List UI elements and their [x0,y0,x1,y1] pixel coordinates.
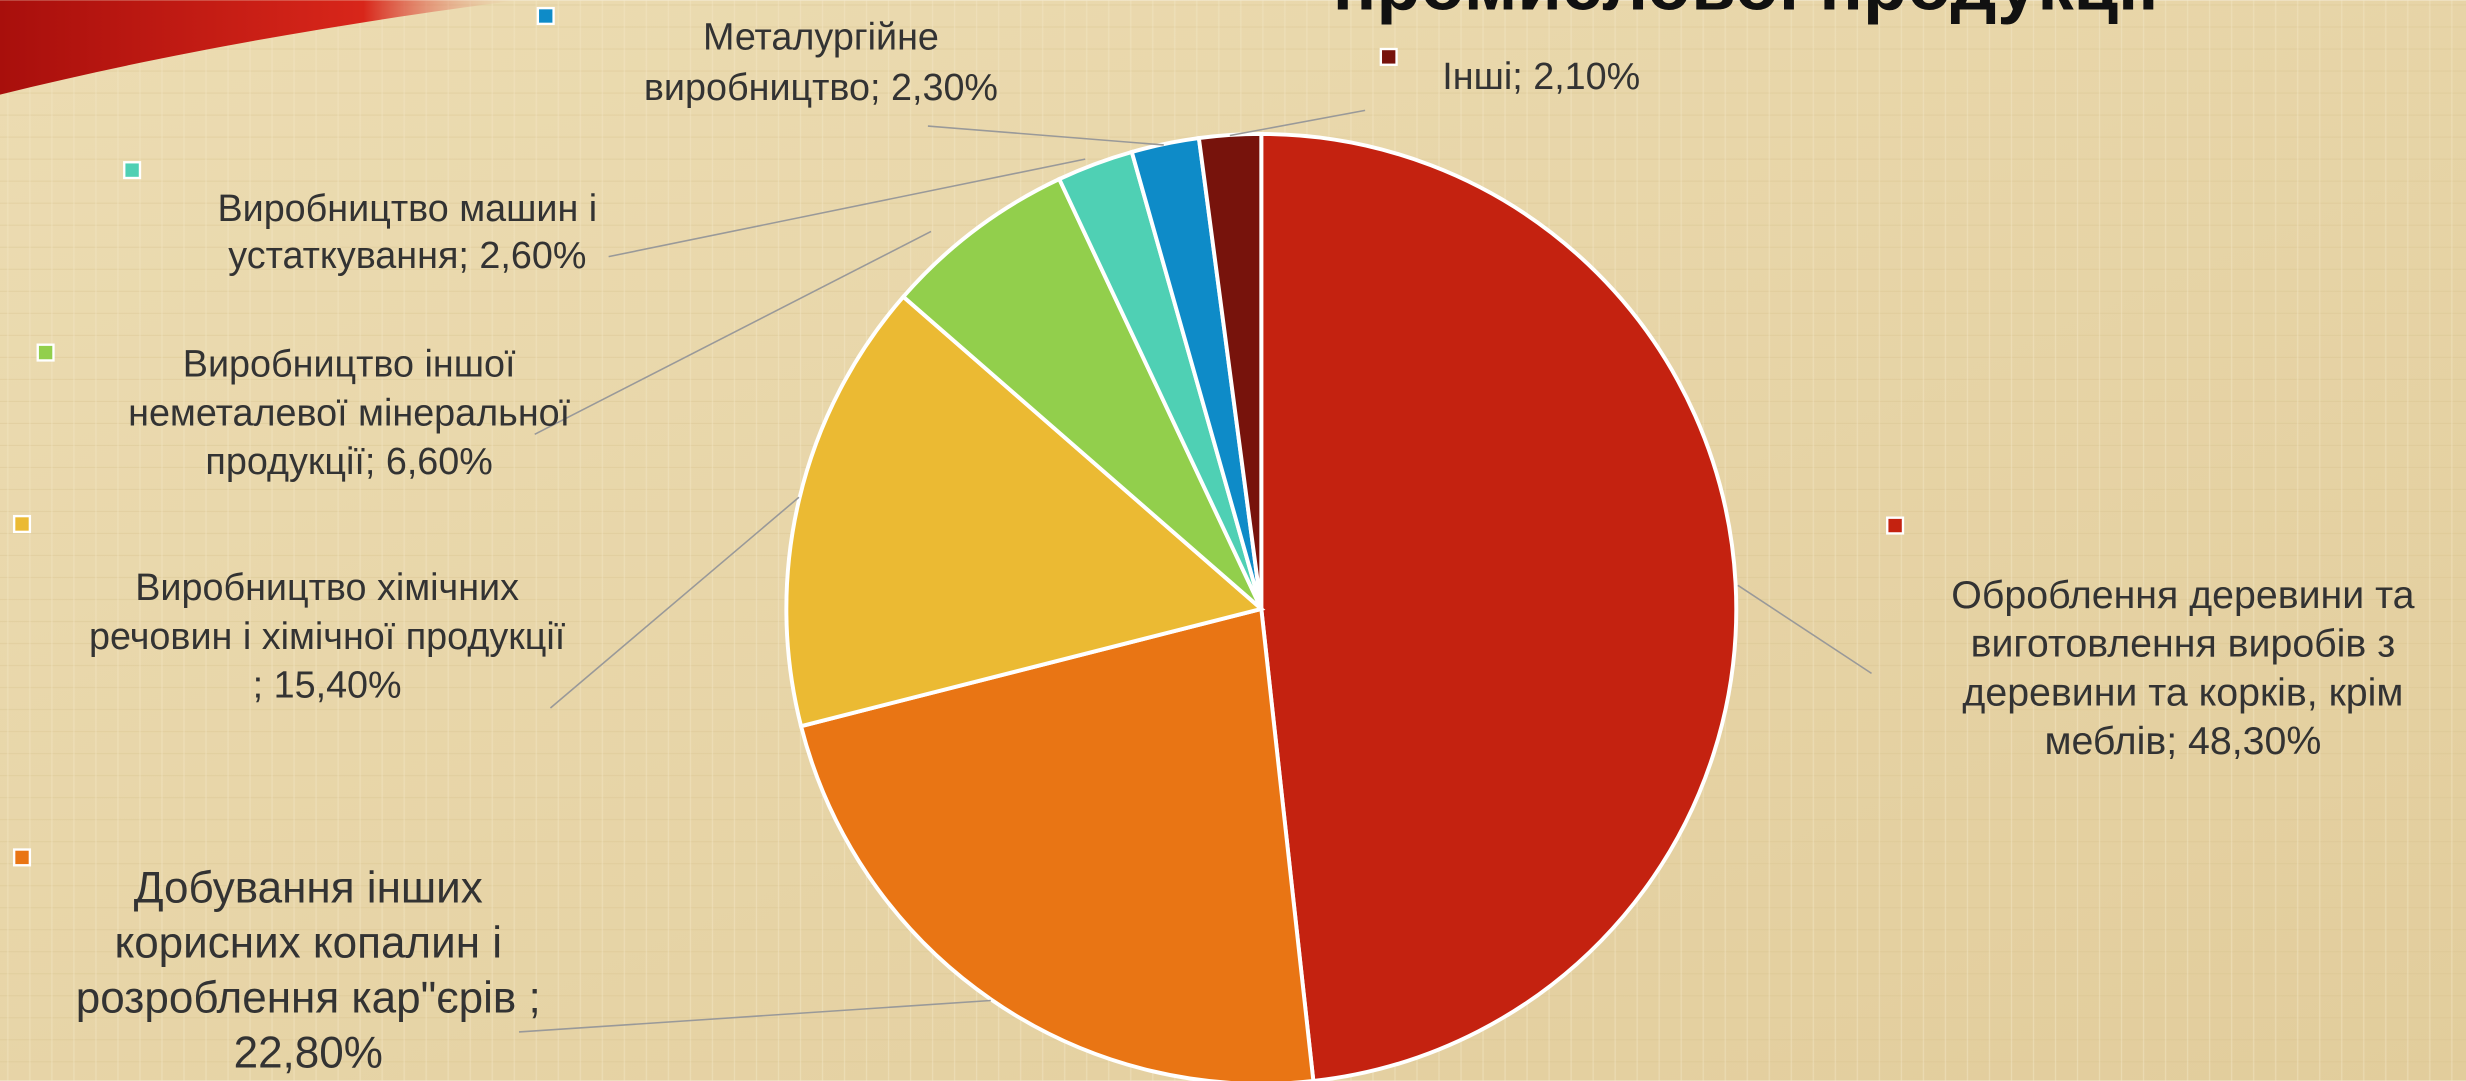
data-label-line: корисних копалин і [114,918,502,967]
legend-marker [14,850,30,866]
data-label-line: ; 15,40% [253,664,402,706]
data-label: Інші; 2,10% [1442,55,1640,97]
data-label-line: виробництво; 2,30% [644,66,998,108]
legend-marker [38,345,54,361]
data-label-line: устаткування; 2,60% [228,234,586,276]
data-label-line: виготовлення виробів з [1971,622,2396,666]
data-label-line: меблів; 48,30% [2044,720,2321,764]
data-label-line: Оброблення деревини та [1951,573,2414,617]
data-label-line: Виробництво хімічних [135,566,519,608]
chart: промислової продукції Оброблення деревин… [0,0,2466,1081]
data-label-line: Металургійне [703,16,939,58]
data-label-line: Інші; 2,10% [1442,55,1640,97]
legend-marker [124,162,140,178]
data-label-line: Виробництво машин і [217,187,597,229]
legend-marker [1887,518,1903,534]
data-label-line: продукції; 6,60% [205,440,492,482]
legend-marker [14,516,30,532]
data-label-line: Добування інших [134,863,483,912]
data-label-line: розроблення кар"єрів ; [76,973,541,1022]
legend-marker [1381,49,1397,65]
data-label-line: Виробництво іншої [183,343,516,385]
legend-marker [538,8,554,24]
chart-title: промислової продукції [1333,0,2160,26]
data-label-line: деревини та корків, крім [1962,671,2403,715]
data-label-line: неметалевої мінеральної [128,391,571,433]
data-label-line: 22,80% [234,1028,383,1077]
data-label-line: речовин і хімічної продукції [89,615,566,657]
